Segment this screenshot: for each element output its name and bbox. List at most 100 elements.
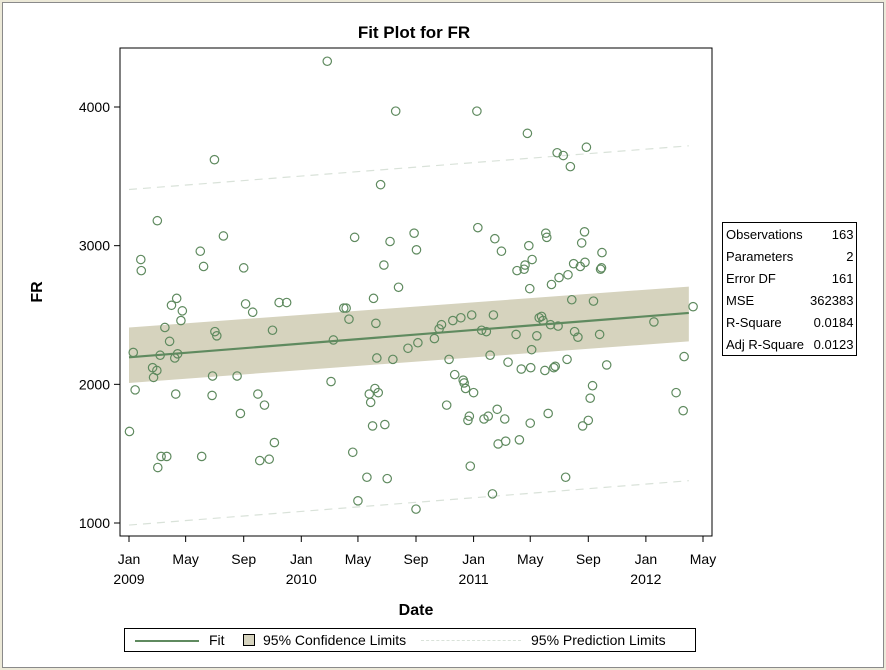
- stat-row: MSE 362383: [723, 289, 857, 311]
- data-point: [546, 279, 557, 290]
- x-tick-year-label: 2011: [459, 571, 489, 587]
- data-point: [560, 472, 571, 483]
- data-point: [583, 415, 594, 426]
- data-point: [573, 332, 583, 342]
- data-point: [549, 362, 559, 373]
- data-point: [365, 397, 376, 408]
- data-point: [235, 408, 246, 419]
- data-point: [688, 301, 698, 312]
- stat-row: R-Square 0.0184: [723, 311, 857, 333]
- data-point: [550, 361, 561, 372]
- data-point: [459, 378, 469, 388]
- x-tick-label: May: [517, 551, 543, 567]
- stat-value: 161: [831, 270, 854, 286]
- data-point: [525, 418, 536, 428]
- legend-fit-label: Fit: [209, 632, 225, 648]
- data-point: [209, 154, 220, 165]
- stat-row: Error DF 161: [723, 267, 857, 289]
- legend-confidence-swatch: [243, 634, 255, 646]
- x-tick-label: May: [345, 551, 371, 567]
- data-point: [362, 472, 372, 483]
- data-point: [232, 371, 242, 381]
- x-tick-year-label: 2009: [113, 571, 144, 587]
- data-point: [152, 462, 163, 473]
- data-point: [522, 128, 533, 139]
- data-point: [543, 408, 553, 419]
- x-tick-label: Jan: [290, 551, 313, 567]
- data-point: [207, 371, 218, 381]
- data-point: [254, 455, 265, 466]
- data-point: [269, 437, 280, 448]
- data-point: [532, 330, 542, 341]
- data-point: [259, 400, 270, 410]
- data-point: [152, 215, 163, 226]
- data-point: [253, 389, 263, 399]
- x-tick-label: Jan: [635, 551, 658, 567]
- data-point: [436, 319, 447, 330]
- stat-row: Observations 163: [723, 223, 857, 246]
- data-point: [281, 297, 292, 308]
- data-point: [403, 343, 413, 354]
- data-point: [553, 321, 563, 331]
- data-point: [558, 150, 569, 161]
- x-tick-label: Sep: [404, 551, 429, 567]
- data-point: [512, 265, 522, 276]
- data-point: [390, 106, 401, 116]
- data-point: [514, 434, 525, 445]
- data-point: [156, 451, 166, 462]
- x-tick-year-label: 2010: [286, 571, 317, 587]
- data-point: [516, 364, 527, 374]
- data-point: [170, 389, 181, 399]
- legend-fit-swatch: [135, 640, 199, 642]
- stat-label: Adj R-Square: [726, 336, 805, 352]
- data-point: [372, 353, 382, 363]
- data-point: [466, 310, 477, 320]
- y-tick-label: 3000: [79, 238, 110, 254]
- data-point: [388, 354, 398, 365]
- x-tick-label: May: [172, 551, 198, 567]
- data-point: [238, 263, 249, 273]
- data-point: [481, 326, 492, 337]
- data-point: [500, 436, 511, 446]
- data-point: [136, 254, 146, 265]
- data-point: [503, 357, 513, 367]
- data-point: [496, 246, 507, 257]
- data-point: [130, 385, 140, 395]
- x-tick-label: Sep: [231, 551, 256, 567]
- data-point: [499, 414, 510, 424]
- data-point: [581, 142, 592, 153]
- data-point: [393, 282, 404, 293]
- stat-row: Adj R-Square 0.0123: [723, 333, 857, 356]
- data-point: [588, 296, 599, 306]
- data-point: [492, 404, 502, 415]
- data-point: [483, 411, 494, 422]
- data-point: [338, 303, 349, 313]
- legend-prediction-label: 95% Prediction Limits: [531, 632, 666, 648]
- legend-prediction-swatch: [421, 640, 521, 641]
- stat-value: 0.0184: [813, 314, 854, 330]
- data-point: [552, 147, 562, 158]
- stat-label: Error DF: [726, 270, 776, 286]
- data-point: [520, 260, 530, 270]
- data-point: [411, 245, 422, 255]
- data-point: [456, 312, 466, 323]
- data-point: [468, 387, 479, 398]
- data-point: [195, 246, 206, 257]
- data-point: [473, 222, 483, 233]
- data-point: [166, 300, 177, 311]
- stat-label: MSE: [726, 292, 755, 308]
- data-point: [524, 283, 535, 294]
- data-point: [240, 299, 251, 309]
- data-point: [264, 454, 274, 465]
- prediction-upper-line: [128, 145, 689, 191]
- stat-value: 163: [831, 226, 854, 242]
- data-point: [379, 260, 389, 270]
- data-point: [649, 317, 659, 327]
- x-tick-label: May: [690, 551, 716, 567]
- data-point: [347, 447, 358, 458]
- data-point: [490, 233, 500, 244]
- data-point: [565, 161, 576, 172]
- data-point: [160, 322, 170, 333]
- data-point: [375, 179, 386, 190]
